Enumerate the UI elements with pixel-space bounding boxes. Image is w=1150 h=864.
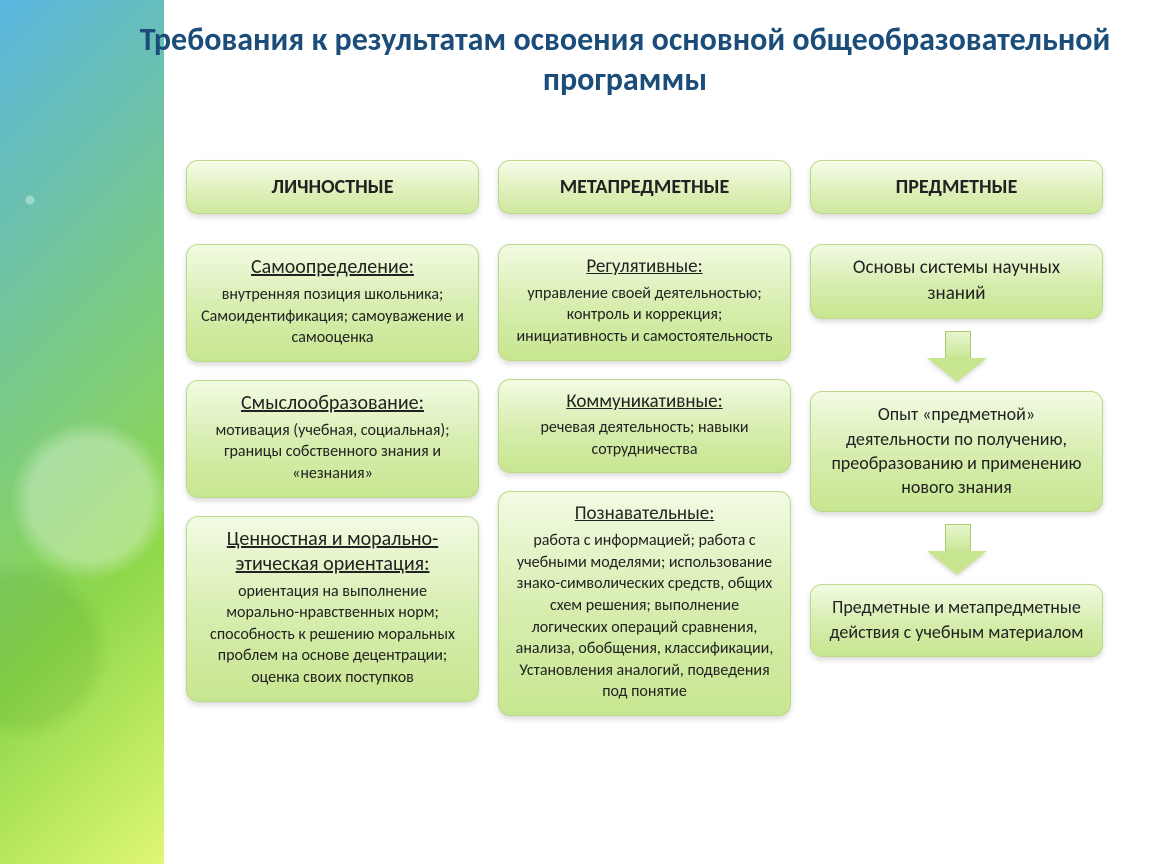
card-lead: Познавательные: bbox=[513, 502, 776, 526]
down-arrow-icon bbox=[927, 524, 987, 578]
card-lead: Ценностная и морально-этическая ориентац… bbox=[201, 527, 464, 577]
card-regulatory: Регулятивные: управление своей деятельно… bbox=[498, 244, 791, 361]
card-subject-experience: Опыт «предметной» деятельности по получе… bbox=[810, 391, 1103, 512]
card-lead: Коммуникативные: bbox=[513, 390, 776, 414]
header-personal: ЛИЧНОСТНЫЕ bbox=[186, 160, 479, 214]
card-lead: Смыслообразование: bbox=[201, 391, 464, 416]
card-cognitive: Познавательные: работа с информацией; ра… bbox=[498, 491, 791, 716]
column-meta: МЕТАПРЕДМЕТНЫЕ Регулятивные: управление … bbox=[498, 160, 791, 864]
card-body: управление своей деятельностью; контроль… bbox=[513, 283, 776, 348]
header-meta: МЕТАПРЕДМЕТНЫЕ bbox=[498, 160, 791, 214]
card-body: Опыт «предметной» деятельности по получе… bbox=[825, 402, 1088, 499]
card-lead: Самоопределение: bbox=[201, 255, 464, 280]
card-subject-actions: Предметные и метапредметные действия с у… bbox=[810, 584, 1103, 657]
down-arrow-icon bbox=[927, 331, 987, 385]
card-sense-formation: Смыслообразование: мотивация (учебная, с… bbox=[186, 380, 479, 498]
card-body: внутренняя позиция школьника; Самоиденти… bbox=[201, 284, 464, 349]
card-body: мотивация (учебная, социальная); границы… bbox=[201, 420, 464, 485]
column-personal: ЛИЧНОСТНЫЕ Самоопределение: внутренняя п… bbox=[186, 160, 479, 864]
card-body: Основы системы научных знаний bbox=[825, 255, 1088, 306]
card-body: речевая деятельность; навыки сотрудничес… bbox=[513, 417, 776, 460]
card-body: работа с информацией; работа с учебными … bbox=[513, 530, 776, 703]
card-lead: Регулятивные: bbox=[513, 255, 776, 279]
card-body: Предметные и метапредметные действия с у… bbox=[825, 595, 1088, 644]
card-body: ориентация на выполнение морально-нравст… bbox=[201, 581, 464, 689]
header-subject: ПРЕДМЕТНЫЕ bbox=[810, 160, 1103, 214]
column-subject: ПРЕДМЕТНЫЕ Основы системы научных знаний… bbox=[810, 160, 1103, 864]
card-communicative: Коммуникативные: речевая деятельность; н… bbox=[498, 379, 791, 474]
card-value-orientation: Ценностная и морально-этическая ориентац… bbox=[186, 516, 479, 702]
page-title: Требования к результатам освоения основн… bbox=[130, 20, 1120, 100]
card-self-determination: Самоопределение: внутренняя позиция школ… bbox=[186, 244, 479, 362]
card-scientific-basis: Основы системы научных знаний bbox=[810, 244, 1103, 319]
